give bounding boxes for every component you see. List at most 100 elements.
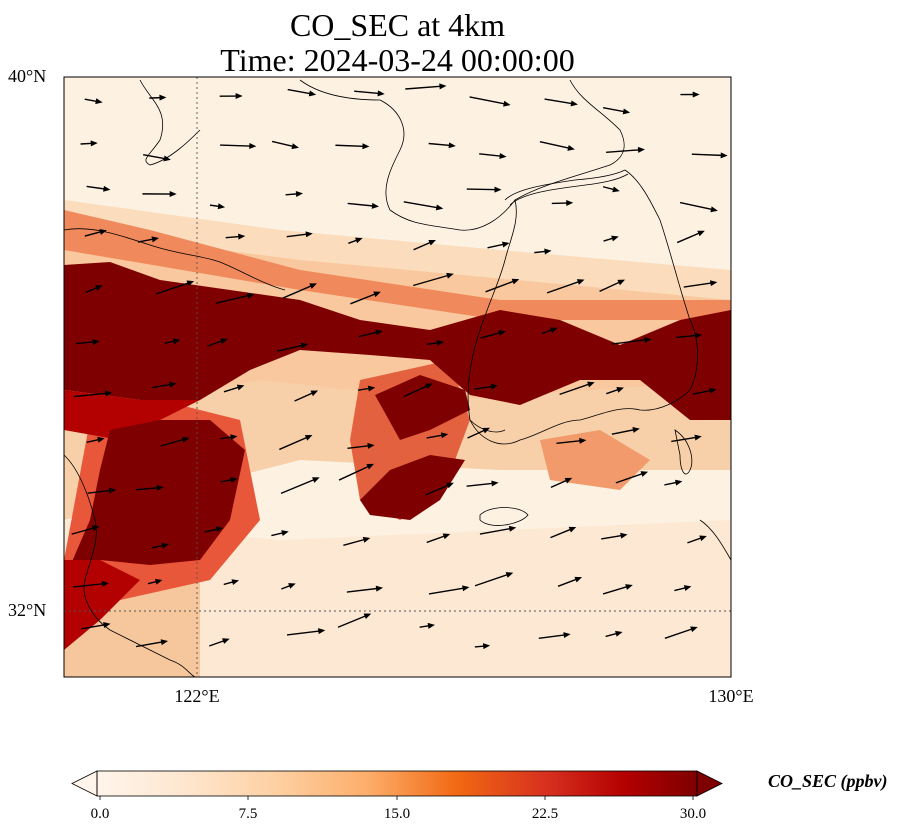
wind-arrow-shaft xyxy=(538,633,568,640)
wind-arrow-shaft xyxy=(337,614,369,628)
wind-arrow-head xyxy=(363,613,372,620)
wind-arrow-head xyxy=(305,231,313,238)
wind-arrow-head xyxy=(375,585,384,592)
wind-arrow-head xyxy=(161,542,169,549)
wind-arrow-head xyxy=(442,533,451,540)
wind-arrow-head xyxy=(490,383,499,390)
wind-arrow-head xyxy=(709,280,718,287)
wind-arrow-head xyxy=(622,108,631,115)
wind-arrow-head xyxy=(375,329,383,336)
wind-arrow-head xyxy=(692,91,700,98)
colorbar-tick-30: 30.0 xyxy=(679,806,707,822)
wind-arrow-head xyxy=(502,241,510,248)
wind-arrow-head xyxy=(428,239,436,246)
colorbar-label: CO_SEC (ppbv) xyxy=(768,771,888,791)
wind-arrow-head xyxy=(694,434,702,441)
wind-arrow-head xyxy=(640,471,649,477)
wind-arrow-head xyxy=(511,278,520,285)
wind-arrow-head xyxy=(230,434,238,441)
wind-arrow-shaft xyxy=(466,482,496,487)
wind-arrow-shaft xyxy=(347,444,372,449)
wind-arrow-head xyxy=(92,338,100,345)
wind-arrow-shaft xyxy=(615,472,646,484)
wind-arrow-head xyxy=(574,576,583,583)
wind-arrow-head xyxy=(288,583,296,589)
gridlines xyxy=(64,77,731,677)
wind-arrow-head xyxy=(281,530,289,536)
wind-arrow-head xyxy=(462,585,470,592)
wind-arrow-shaft xyxy=(343,538,368,547)
wind-arrow-head xyxy=(95,285,103,291)
wind-arrow-head xyxy=(309,283,317,289)
wind-arrow-head xyxy=(312,477,320,483)
wind-arrow-head xyxy=(611,235,619,242)
colorbar-tick-0: 0.0 xyxy=(90,806,110,822)
wind-arrow-head xyxy=(367,442,375,449)
wind-arrow-shaft xyxy=(606,148,643,154)
lon-label-122e: 122°E xyxy=(174,686,220,706)
wind-arrow-shaft xyxy=(347,202,377,207)
wind-arrow-head xyxy=(620,532,628,539)
wind-arrow-shaft xyxy=(73,392,110,398)
colorbar-over-arrow xyxy=(696,770,723,797)
wind-arrow-head xyxy=(699,535,707,542)
wind-arrow-head xyxy=(105,390,113,397)
wind-arrow-head xyxy=(103,622,111,628)
wind-arrow-shaft xyxy=(87,489,114,494)
wind-arrow-shaft xyxy=(271,140,297,148)
wind-arrow-shaft xyxy=(485,279,517,293)
wind-arrow-head xyxy=(505,572,514,578)
wind-arrow-shaft xyxy=(350,292,379,305)
wind-arrow-head xyxy=(246,292,255,299)
lat-label-32n: 32°N xyxy=(8,600,47,620)
wind-arrow-head xyxy=(151,236,159,243)
wind-arrow-shaft xyxy=(544,98,576,105)
wind-arrow-shaft xyxy=(403,384,431,398)
wind-arrow-shaft xyxy=(73,582,107,588)
wind-arrow-head xyxy=(362,143,370,150)
wind-arrow-shaft xyxy=(602,107,628,113)
wind-arrow-head xyxy=(427,622,435,629)
wind-arrow-head xyxy=(236,384,245,391)
wind-arrow-head xyxy=(154,578,163,585)
wind-arrow-head xyxy=(222,638,230,644)
wind-arrow-shaft xyxy=(611,338,649,345)
wind-arrow-head xyxy=(160,639,169,646)
wind-arrow-head xyxy=(108,487,117,494)
wind-arrow-head xyxy=(674,479,683,486)
lon-label-130e: 130°E xyxy=(708,686,754,706)
wind-arrow-head xyxy=(550,327,558,334)
wind-arrow-shaft xyxy=(287,88,314,95)
wind-arrow-shaft xyxy=(683,281,715,288)
wind-arrow-head xyxy=(181,436,190,443)
wind-arrow-head xyxy=(563,632,571,639)
wind-arrow-shaft xyxy=(691,153,725,157)
wind-arrow-head xyxy=(508,525,517,532)
wind-arrow-head xyxy=(568,526,577,533)
concentration-field xyxy=(64,77,731,677)
map-subtitle-time: Time: 2024-03-24 00:00:00 xyxy=(220,42,575,78)
wind-arrow-head xyxy=(362,536,371,543)
wind-arrow-head xyxy=(249,143,257,150)
wind-arrow-head xyxy=(99,229,107,235)
wind-arrow-head xyxy=(579,437,587,444)
wind-arrow-head xyxy=(436,339,445,346)
wind-arrow-shaft xyxy=(280,477,318,495)
colorbar-tick-7-5: 7.5 xyxy=(238,806,258,822)
wind-arrow-head xyxy=(566,200,574,206)
wind-arrow-shaft xyxy=(664,627,696,639)
wind-arrow-shaft xyxy=(215,294,252,305)
wind-arrow-head xyxy=(435,204,444,211)
wind-arrow-shaft xyxy=(135,486,161,491)
wind-arrow-shaft xyxy=(676,231,703,244)
wind-arrow-head xyxy=(366,463,374,470)
wind-arrow-head xyxy=(499,153,507,160)
wind-arrow-head xyxy=(103,185,111,192)
wind-arrow-shaft xyxy=(277,344,306,352)
wind-arrow-shaft xyxy=(602,585,631,595)
wind-arrow-head xyxy=(169,381,177,388)
wind-arrow-head xyxy=(220,338,228,345)
lat-label-40n: 40°N xyxy=(8,66,47,86)
wind-arrow-head xyxy=(169,191,177,198)
